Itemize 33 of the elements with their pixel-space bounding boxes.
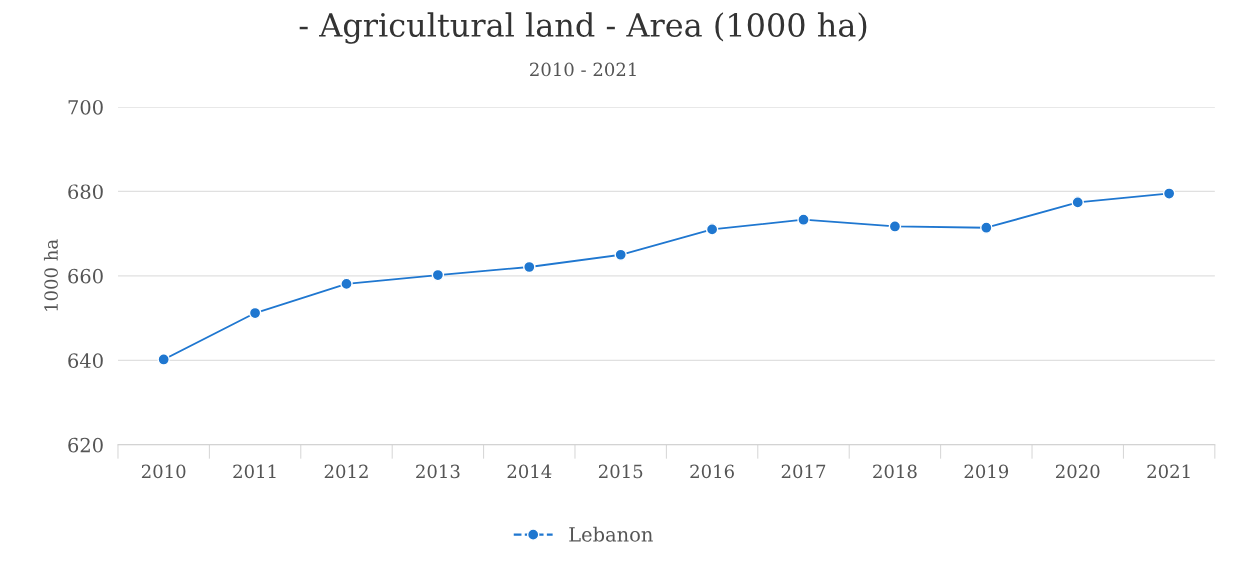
y-tick-label: 620 [68,437,103,453]
x-tick-label: 2015 [598,464,643,479]
x-tick-label: 2014 [507,464,552,479]
y-tick-label: 640 [68,353,103,368]
x-tick-label: 2013 [416,464,460,479]
y-tick-label: 660 [68,268,103,284]
chart-title: - Agricultural land - Area (1000 ha) [299,12,867,44]
x-tick-label: 2010 [141,464,186,479]
point [157,353,170,366]
x-tick-label: 2021 [1147,464,1190,479]
x-tick-label: 2019 [964,464,1009,479]
point [614,248,627,262]
x-tick-label: 2017 [781,464,826,479]
x-tick-label: 2011 [233,464,276,479]
x-tick-label: 2020 [1055,464,1100,479]
point [523,260,536,274]
y-tick-label: 680 [68,184,103,200]
x-tick-label: 2012 [324,464,368,479]
y-axis-title: 1000 ha [43,239,58,311]
point [705,223,719,236]
point [431,268,445,282]
point [1162,187,1176,200]
point [980,221,993,234]
point [248,306,262,320]
point [340,277,353,291]
x-tick-label: 2016 [690,464,734,479]
x-tick-label: 2018 [873,464,917,479]
chart-subtitle: 2010 - 2021 [530,62,636,77]
point [797,213,810,226]
point [1071,196,1084,209]
point [888,220,902,233]
legend-label: Lebanon [569,526,653,542]
y-tick-label: 700 [68,99,103,115]
